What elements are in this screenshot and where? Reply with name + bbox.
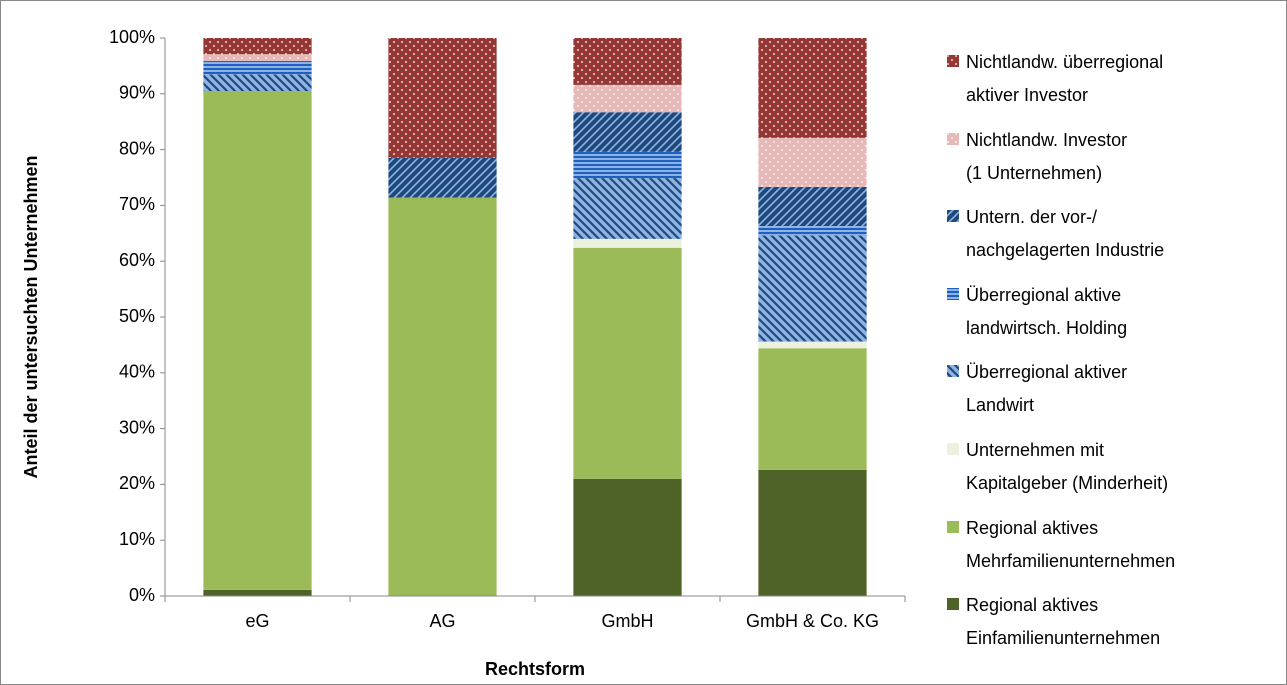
legend: Nichtlandw. überregional aktiver Investo… bbox=[946, 46, 1276, 667]
legend-label: Regional aktives Mehrfamilienunternehmen bbox=[966, 517, 1176, 571]
legend-swatch bbox=[947, 520, 959, 533]
x-tick-label: GmbH & Co. KG bbox=[746, 611, 879, 631]
y-tick-label: 90% bbox=[119, 83, 155, 103]
x-tick-label: eG bbox=[245, 611, 269, 631]
bar-segment bbox=[573, 478, 682, 596]
bar-segment bbox=[203, 54, 312, 61]
y-tick-label: 10% bbox=[119, 529, 155, 549]
legend-marker bbox=[947, 520, 959, 533]
legend-label: Überregional aktive landwirtsch. Holding bbox=[966, 284, 1128, 338]
legend-swatch bbox=[947, 598, 959, 611]
legend-swatch bbox=[947, 365, 959, 378]
bar-segment bbox=[758, 186, 867, 227]
bar-segment bbox=[758, 226, 867, 236]
legend-item: Regional aktives Einfamilienunternehmen bbox=[946, 589, 1276, 667]
y-tick-label: 70% bbox=[119, 194, 155, 214]
legend-marker bbox=[947, 132, 959, 145]
y-tick-label: 60% bbox=[119, 250, 155, 270]
legend-item: Unternehmen mit Kapitalgeber (Minderheit… bbox=[946, 434, 1276, 512]
legend-label: Regional aktives Einfamilienunternehmen bbox=[966, 595, 1161, 649]
bar-segment bbox=[388, 197, 497, 596]
y-tick-label: 40% bbox=[119, 362, 155, 382]
bar-segment bbox=[388, 38, 497, 158]
legend-marker bbox=[947, 210, 959, 223]
legend-marker bbox=[947, 442, 959, 455]
x-tick-label: GmbH bbox=[601, 611, 653, 631]
y-tick-label: 30% bbox=[119, 417, 155, 437]
legend-item: Nichtlandw. überregional aktiver Investo… bbox=[946, 46, 1276, 124]
bar-segment bbox=[573, 151, 682, 179]
legend-label: Überregional aktiver Landwirt bbox=[966, 362, 1128, 416]
bar-segment bbox=[758, 38, 867, 138]
legend-swatch bbox=[947, 210, 959, 223]
bar-segment bbox=[203, 60, 312, 75]
legend-item: Überregional aktive landwirtsch. Holding bbox=[946, 279, 1276, 357]
legend-item: Nichtlandw. Investor (1 Unternehmen) bbox=[946, 124, 1276, 202]
bar-segment bbox=[758, 469, 867, 596]
legend-label: Unternehmen mit Kapitalgeber (Minderheit… bbox=[966, 439, 1169, 493]
bar-segment bbox=[573, 112, 682, 152]
y-tick-label: 50% bbox=[119, 306, 155, 326]
legend-swatch bbox=[947, 132, 959, 145]
bar-segment bbox=[573, 38, 682, 85]
legend-label: Nichtlandw. Investor (1 Unternehmen) bbox=[966, 129, 1128, 183]
legend-swatch bbox=[947, 442, 959, 455]
bar-segment bbox=[758, 348, 867, 470]
y-tick-label: 0% bbox=[129, 585, 155, 605]
y-tick-label: 20% bbox=[119, 473, 155, 493]
bar-segment bbox=[758, 341, 867, 349]
bar-segment bbox=[573, 238, 682, 248]
legend-item: Überregional aktiver Landwirt bbox=[946, 356, 1276, 434]
legend-label: Untern. der vor-/ nachgelagerten Industr… bbox=[966, 207, 1165, 261]
legend-marker bbox=[947, 365, 959, 378]
legend-marker bbox=[947, 287, 959, 300]
bar-segment bbox=[573, 84, 682, 113]
bar-segment bbox=[203, 589, 312, 596]
bar-segment bbox=[388, 157, 497, 198]
bar-segment bbox=[573, 178, 682, 239]
bar-segment bbox=[203, 74, 312, 92]
legend-label: Nichtlandw. überregional aktiver Investo… bbox=[966, 52, 1164, 105]
legend-marker bbox=[947, 598, 959, 611]
bar-segment bbox=[573, 247, 682, 479]
bar-segment bbox=[203, 38, 312, 55]
y-tick-label: 80% bbox=[119, 138, 155, 158]
legend-item: Regional aktives Mehrfamilienunternehmen bbox=[946, 512, 1276, 590]
legend-item: Untern. der vor-/ nachgelagerten Industr… bbox=[946, 201, 1276, 279]
legend-swatch bbox=[947, 287, 959, 300]
y-axis-title: Anteil der untersuchten Unternehmen bbox=[21, 155, 41, 478]
legend-marker bbox=[947, 55, 959, 67]
y-tick-label: 100% bbox=[109, 27, 155, 47]
bar-segment bbox=[758, 235, 867, 342]
bar-segment bbox=[203, 91, 312, 590]
x-tick-label: AG bbox=[429, 611, 455, 631]
legend-swatch bbox=[947, 55, 959, 67]
x-axis-title: Rechtsform bbox=[485, 659, 585, 679]
bar-segment bbox=[758, 137, 867, 187]
